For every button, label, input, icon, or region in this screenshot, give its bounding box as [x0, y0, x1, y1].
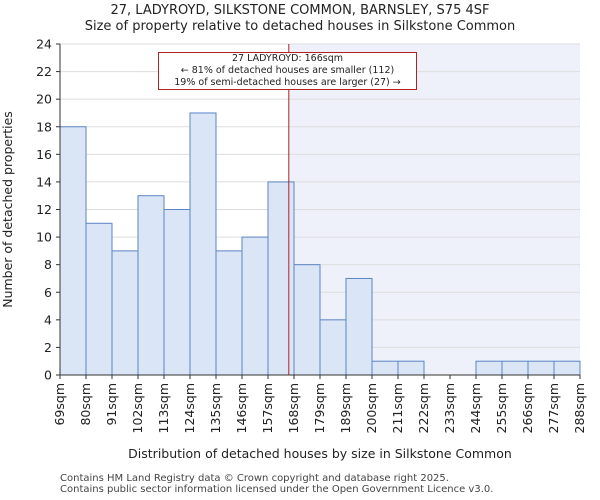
x-tick-label: 222sqm [416, 383, 431, 433]
x-tick-label: 255sqm [494, 383, 509, 433]
histogram-bar [501, 360, 529, 376]
histogram-bar [111, 250, 139, 376]
x-axis-title: Distribution of detached houses by size … [128, 446, 512, 461]
x-tick-label: 244sqm [468, 383, 483, 433]
y-tick-label: 22 [36, 64, 52, 79]
histogram-bar [371, 360, 399, 376]
histogram-bar [475, 360, 503, 376]
x-tick-label: 200sqm [364, 383, 379, 433]
y-tick-label: 8 [44, 257, 52, 272]
histogram-bar [241, 236, 269, 376]
x-tick-label: 266sqm [520, 383, 535, 433]
y-tick-label: 14 [36, 174, 52, 189]
footer-licence: Contains public sector information licen… [60, 484, 494, 495]
property-annotation-box: 27 LADYROYD: 166sqm ← 81% of detached ho… [158, 52, 417, 90]
histogram-bar [59, 126, 87, 376]
histogram-bar [189, 112, 217, 376]
y-tick-label: 20 [36, 92, 52, 107]
x-tick-label: 179sqm [312, 383, 327, 433]
x-tick-label: 168sqm [286, 383, 301, 433]
histogram-bar [319, 319, 347, 376]
x-tick-label: 146sqm [234, 383, 249, 433]
y-tick-label: 18 [36, 119, 52, 134]
histogram-bar [137, 195, 165, 376]
y-tick-label: 12 [36, 202, 52, 217]
x-tick-label: 233sqm [442, 383, 457, 433]
histogram-bar [345, 277, 373, 376]
x-tick-label: 288sqm [572, 383, 587, 433]
y-tick-label: 6 [44, 285, 52, 300]
y-tick-label: 10 [36, 230, 52, 245]
histogram-bar [293, 264, 321, 376]
x-tick-label: 91sqm [104, 383, 119, 426]
annotation-line-1: 27 LADYROYD: 166sqm [232, 53, 343, 64]
x-tick-label: 124sqm [182, 383, 197, 433]
y-axis-title: Number of detached properties [0, 111, 15, 308]
chart-subtitle: Size of property relative to detached ho… [84, 19, 516, 34]
footer-copyright: Contains HM Land Registry data © Crown c… [60, 473, 449, 484]
x-tick-label: 211sqm [390, 383, 405, 433]
x-tick-label: 80sqm [78, 383, 93, 426]
y-tick-label: 24 [36, 37, 52, 52]
histogram-bar [85, 222, 113, 376]
x-tick-label: 277sqm [546, 383, 561, 433]
y-tick-label: 0 [44, 368, 52, 383]
y-tick-label: 16 [36, 147, 52, 162]
annotation-line-2: ← 81% of detached houses are smaller (11… [180, 65, 395, 76]
histogram-bar [163, 209, 191, 376]
x-tick-label: 157sqm [260, 383, 275, 433]
histogram-bar [267, 181, 295, 376]
x-tick-label: 113sqm [156, 383, 171, 433]
x-tick-label: 69sqm [52, 383, 67, 426]
y-tick-label: 2 [44, 340, 52, 355]
histogram-bar [215, 250, 243, 376]
histogram-bar [553, 360, 581, 376]
chart-title: 27, LADYROYD, SILKSTONE COMMON, BARNSLEY… [110, 3, 490, 18]
x-tick-label: 102sqm [130, 383, 145, 433]
histogram-bar [527, 360, 555, 376]
y-tick-label: 4 [44, 312, 52, 327]
x-tick-label: 189sqm [338, 383, 353, 433]
x-tick-label: 135sqm [208, 383, 223, 433]
annotation-line-3: 19% of semi-detached houses are larger (… [174, 77, 401, 88]
histogram-bar [397, 360, 425, 376]
